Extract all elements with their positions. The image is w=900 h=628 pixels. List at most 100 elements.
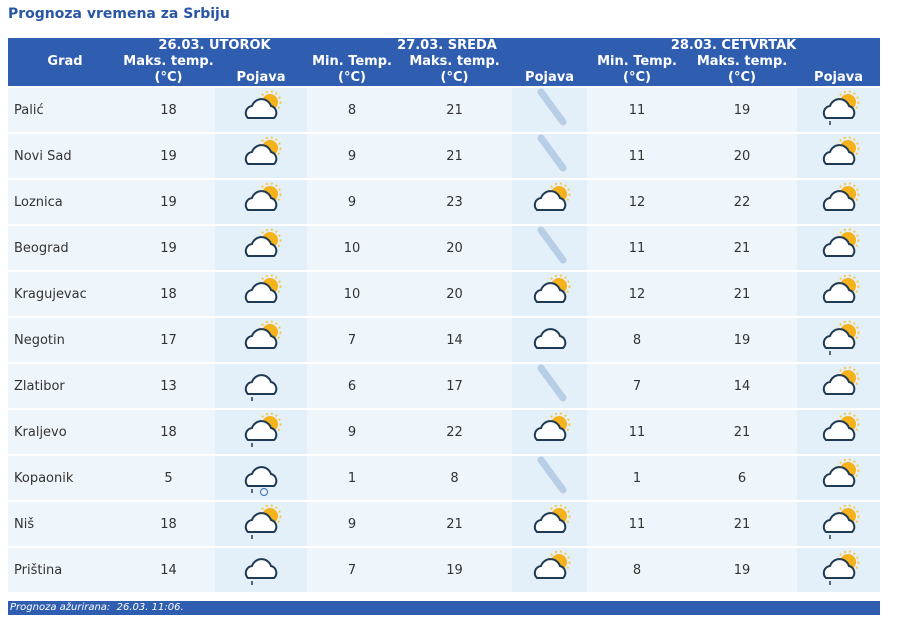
temp: 18 — [122, 86, 215, 133]
group-row: Grad 26.03. UTOROK 27.03. SREDA 28.03. Č… — [8, 38, 881, 87]
weather-icon — [537, 364, 567, 402]
weather-icon — [244, 374, 278, 401]
weather-icon — [244, 412, 282, 447]
temp: 11 — [587, 408, 688, 455]
temp: 8 — [587, 316, 688, 363]
weather-icon — [244, 466, 278, 496]
temp: 9 — [307, 408, 398, 455]
weather-icon — [537, 456, 567, 494]
city: Loznica — [8, 178, 122, 225]
weather-cell — [512, 178, 588, 225]
temp: 18 — [122, 500, 215, 547]
temp: 7 — [307, 546, 398, 592]
temp: 20 — [687, 132, 798, 179]
temp: 8 — [587, 546, 688, 592]
temp: 11 — [587, 86, 688, 133]
table-row: Zlatibor 13 6 17 7 14 — [8, 362, 881, 409]
weather-cell — [215, 132, 308, 179]
city: Kopaonik — [8, 454, 122, 501]
weather-cell — [512, 362, 588, 409]
table-row: Kragujevac 18 10 20 12 21 — [8, 270, 881, 317]
temp: 19 — [397, 546, 513, 592]
weather-cell — [512, 454, 588, 501]
temp: 13 — [122, 362, 215, 409]
weather-icon — [533, 550, 571, 579]
weather-cell — [797, 270, 881, 317]
temp: 11 — [587, 224, 688, 271]
city: Beograd — [8, 224, 122, 271]
weather-cell — [512, 132, 588, 179]
weather-cell — [215, 500, 308, 547]
temp: 9 — [307, 500, 398, 547]
table-row: Loznica 19 9 23 12 22 — [8, 178, 881, 225]
weather-cell — [797, 86, 881, 133]
weather-cell — [512, 500, 588, 547]
weather-icon — [822, 274, 860, 303]
temp: 11 — [587, 132, 688, 179]
temp: 21 — [687, 224, 798, 271]
column-row: Maks. temp. (°C) Pojava Min. Temp. (°C) Mak… — [8, 54, 881, 87]
weather-cell — [215, 224, 308, 271]
group-header: 27.03. SREDA — [307, 38, 588, 54]
weather-icon — [822, 412, 860, 441]
weather-cell — [512, 224, 588, 271]
table-row: Kopaonik 5 1 8 1 6 — [8, 454, 881, 501]
weather-icon — [822, 550, 860, 585]
temp: 19 — [687, 316, 798, 363]
weather-cell — [797, 500, 881, 547]
temp: 6 — [307, 362, 398, 409]
group-header: 26.03. UTOROK — [122, 38, 308, 54]
weather-cell — [512, 408, 588, 455]
column-header: Pojava — [797, 54, 881, 87]
weather-icon — [533, 504, 571, 533]
temp: 23 — [397, 178, 513, 225]
weather-icon — [244, 182, 282, 211]
temp: 17 — [397, 362, 513, 409]
table-row: Negotin 17 7 14 8 19 — [8, 316, 881, 363]
weather-icon — [537, 134, 567, 172]
weather-icon — [822, 366, 860, 395]
weather-cell — [797, 132, 881, 179]
weather-icon — [533, 274, 571, 303]
temp: 5 — [122, 454, 215, 501]
table-row: Palić 18 8 21 11 19 — [8, 86, 881, 133]
table-row: Novi Sad 19 9 21 11 20 — [8, 132, 881, 179]
table-row: Niš 18 9 21 11 21 — [8, 500, 881, 547]
column-header: Pojava — [512, 54, 588, 87]
column-header: Maks. temp. (°C) — [397, 54, 513, 87]
temp: 21 — [687, 500, 798, 547]
temp: 17 — [122, 316, 215, 363]
temp: 1 — [307, 454, 398, 501]
temp: 21 — [397, 500, 513, 547]
temp: 20 — [397, 270, 513, 317]
weather-icon — [244, 320, 282, 349]
weather-cell — [797, 546, 881, 592]
temp: 10 — [307, 270, 398, 317]
table-row: Beograd 19 10 20 11 21 — [8, 224, 881, 271]
temp: 10 — [307, 224, 398, 271]
weather-icon — [244, 274, 282, 303]
column-header: Min. Temp. (°C) — [587, 54, 688, 87]
city: Kragujevac — [8, 270, 122, 317]
weather-cell — [797, 224, 881, 271]
weather-icon — [244, 228, 282, 257]
weather-cell — [512, 316, 588, 363]
weather-cell — [797, 408, 881, 455]
weather-icon — [537, 226, 567, 264]
weather-icon — [533, 328, 566, 349]
weather-icon — [244, 558, 278, 585]
temp: 21 — [687, 270, 798, 317]
weather-icon — [822, 136, 860, 165]
temp: 20 — [397, 224, 513, 271]
temp: 22 — [397, 408, 513, 455]
temp: 19 — [687, 546, 798, 592]
temp: 12 — [587, 270, 688, 317]
weather-cell — [215, 408, 308, 455]
column-header: Pojava — [215, 54, 308, 87]
city: Novi Sad — [8, 132, 122, 179]
temp: 8 — [307, 86, 398, 133]
city: Priština — [8, 546, 122, 592]
temp: 7 — [307, 316, 398, 363]
temp: 19 — [122, 178, 215, 225]
